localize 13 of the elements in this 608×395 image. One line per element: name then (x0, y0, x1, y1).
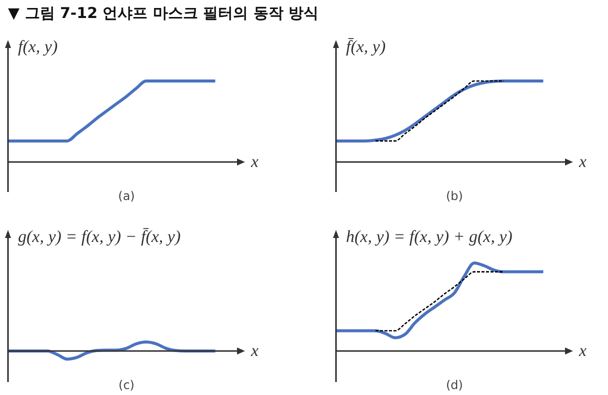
x-axis-title: x (250, 152, 259, 171)
x-axis-title: x (250, 341, 259, 360)
text: (c) (118, 378, 134, 392)
y-axis-title: g(x, y) = f(x, y) − f̄(x, y) (18, 227, 181, 246)
x-axis-title: x (578, 341, 587, 360)
y-axis-title: f(x, y) (18, 37, 58, 56)
chart-title: ▼ 그림 7-12 언샤프 마스크 필터의 동작 방식 (8, 4, 319, 23)
y-axis-title: f̄(x, y) (346, 37, 386, 56)
text: (b) (446, 189, 463, 203)
text: (d) (446, 378, 463, 392)
text: (a) (118, 189, 135, 203)
y-axis-title: h(x, y) = f(x, y) + g(x, y) (346, 227, 513, 246)
x-axis-title: x (578, 152, 587, 171)
